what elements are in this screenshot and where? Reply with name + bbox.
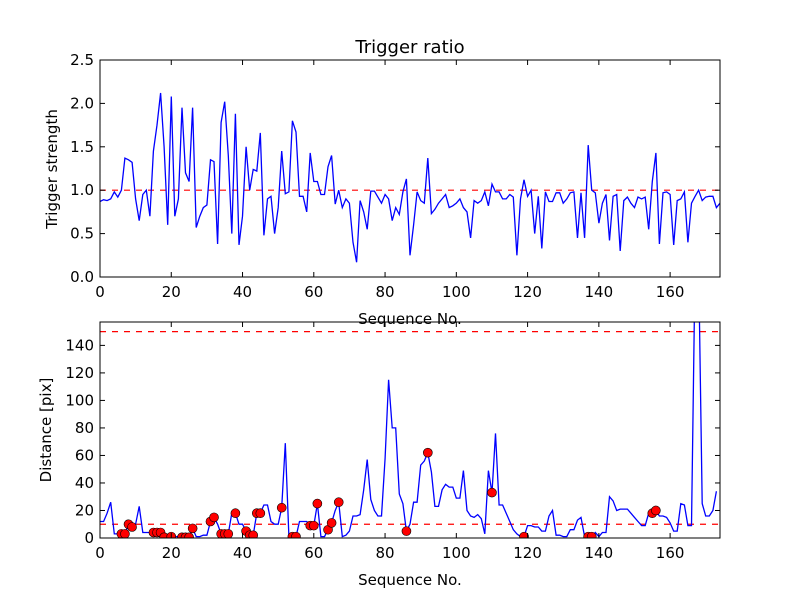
x-tick-label: 140 <box>585 544 614 562</box>
data-marker <box>184 532 194 538</box>
y-tick-label: 140 <box>65 336 94 354</box>
y-tick-label: 2.5 <box>70 51 94 69</box>
x-tick-label: 20 <box>162 283 181 301</box>
data-marker <box>651 505 661 516</box>
data-marker <box>127 522 137 532</box>
x-tick-label: 160 <box>656 544 685 562</box>
chart-title: Trigger ratio <box>354 37 464 58</box>
y-tick-label: 20 <box>75 501 94 519</box>
x-tick-label: 160 <box>656 283 685 301</box>
data-marker <box>308 520 319 531</box>
x-tick-label: 20 <box>162 544 181 562</box>
top-x-label: Sequence No. <box>358 310 462 328</box>
bottom-x-label: Sequence No. <box>358 571 462 589</box>
x-tick-label: 40 <box>233 544 252 562</box>
y-tick-label: 1.5 <box>70 138 94 156</box>
bottom-y-label: Distance [pix] <box>37 378 55 483</box>
x-tick-label: 0 <box>95 283 105 301</box>
y-tick-label: 120 <box>65 364 94 382</box>
x-tick-label: 60 <box>304 544 323 562</box>
y-tick-label: 100 <box>65 391 94 409</box>
x-tick-label: 140 <box>585 283 614 301</box>
data-marker <box>276 502 287 513</box>
data-marker <box>291 531 301 538</box>
y-tick-label: 0 <box>84 529 94 547</box>
data-marker <box>230 508 241 519</box>
x-tick-label: 80 <box>376 544 395 562</box>
y-tick-label: 2.0 <box>70 94 94 112</box>
x-tick-label: 0 <box>95 544 105 562</box>
data-marker <box>120 529 130 538</box>
data-marker <box>326 518 337 528</box>
data-marker <box>423 447 433 458</box>
top-y-label: Trigger strength <box>43 109 61 230</box>
x-tick-label: 60 <box>304 283 323 301</box>
y-tick-label: 40 <box>75 474 94 492</box>
y-tick-label: 1.0 <box>70 181 94 199</box>
x-tick-label: 80 <box>376 283 395 301</box>
axes-frame <box>99 321 721 539</box>
data-marker <box>333 497 344 508</box>
data-marker <box>487 487 497 498</box>
data-marker <box>401 526 412 536</box>
data-marker <box>209 512 219 523</box>
y-tick-label: 0.5 <box>70 225 94 243</box>
series-line <box>100 322 718 538</box>
data-marker <box>255 508 266 519</box>
y-tick-label: 0.0 <box>70 268 94 286</box>
x-tick-label: 120 <box>513 544 542 562</box>
top-axes: 0 20 40 60 80 100 120 140 160 0.0 0.5 1.0 1.5 2.0 2.5 <box>70 51 721 301</box>
y-tick-label: 80 <box>75 419 94 437</box>
data-marker <box>223 529 234 538</box>
bottom-axes: 0 20 40 60 80 100 120 140 160 0 20 40 60 80 100 120 140 <box>65 321 721 562</box>
data-marker <box>586 531 597 538</box>
y-tick-label: 60 <box>75 446 94 464</box>
data-marker <box>187 523 198 534</box>
x-tick-label: 100 <box>442 283 471 301</box>
x-tick-label: 120 <box>513 283 542 301</box>
data-marker <box>312 498 323 509</box>
x-tick-label: 100 <box>442 544 471 562</box>
x-tick-label: 40 <box>233 283 252 301</box>
data-marker <box>519 531 529 538</box>
axes-frame <box>99 59 721 278</box>
data-marker <box>248 530 259 538</box>
series-line <box>100 92 720 263</box>
